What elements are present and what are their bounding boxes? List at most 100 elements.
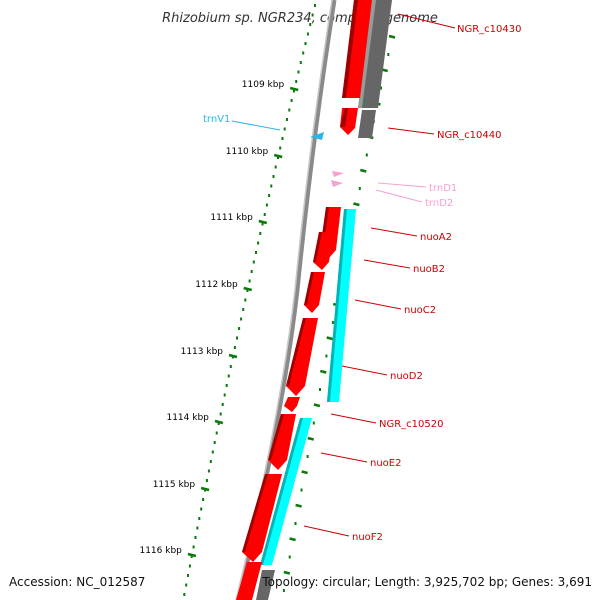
kbp-major-tick	[273, 153, 283, 159]
scale-dot	[274, 165, 277, 169]
scale-dot	[261, 222, 264, 226]
gene-NGR_c10520[interactable]	[284, 397, 300, 412]
connector-nuoA2	[370, 227, 418, 237]
connector-nuoE2	[320, 452, 368, 463]
inner-dot	[288, 555, 291, 559]
inner-dot	[294, 522, 297, 525]
inner-tick	[388, 34, 396, 39]
inner-tick	[319, 369, 327, 374]
scale-dot	[299, 61, 302, 64]
scale-dot	[188, 564, 191, 568]
label-nuoC2[interactable]: nuoC2	[404, 305, 436, 316]
label-nuoB2[interactable]: nuoB2	[413, 264, 445, 275]
kbp-label: 1112 kbp	[195, 280, 238, 290]
connector-nuoF2	[303, 525, 350, 537]
scale-dot	[295, 80, 298, 83]
scale-dot	[240, 317, 243, 321]
gene-labels: NGR_c10430 NGR_c10440 trnV1 trnD1 trnD2 …	[203, 24, 522, 543]
gene-nuoF2[interactable]	[242, 474, 282, 562]
scale-dot	[248, 279, 251, 283]
label-trnV1[interactable]: trnV1	[203, 114, 230, 125]
trnV1-arrow[interactable]	[310, 132, 324, 140]
scale-dot	[194, 536, 197, 539]
label-nuoE2[interactable]: nuoE2	[370, 458, 401, 469]
scale-dot	[213, 441, 216, 444]
scale-dot	[246, 289, 249, 292]
inner-dot	[300, 488, 303, 492]
connector-trnD1	[377, 182, 427, 188]
scale-dot	[279, 146, 282, 150]
gene-shade	[304, 272, 314, 305]
scale-dot	[219, 412, 222, 416]
scale-dot	[217, 422, 220, 425]
scale-dot	[252, 260, 255, 264]
label-nuoA2[interactable]: nuoA2	[420, 232, 452, 243]
scale-dot	[227, 374, 230, 378]
label-trnD2[interactable]: trnD2	[425, 198, 453, 209]
scale-dot	[242, 308, 245, 311]
genome-title: Rhizobium sp. NGR234, complete genome	[162, 11, 438, 26]
scale-dot	[281, 137, 284, 140]
inner-dot	[358, 187, 361, 190]
label-trnD1[interactable]: trnD1	[429, 183, 457, 194]
inner-tick	[301, 470, 308, 475]
scale-dot	[221, 403, 224, 406]
scale-dot	[290, 99, 293, 102]
inner-dot	[282, 589, 285, 592]
accession-text: Accession: NC_012587	[9, 575, 145, 589]
connector-nuoD2	[341, 365, 388, 376]
inner-tick	[295, 503, 302, 508]
kbp-major-tick	[289, 86, 299, 92]
scale-dot	[283, 127, 286, 131]
kbp-ticks: 1109 kbp 1110 kbp 1111 kbp 1112 kbp 1113 kbp…	[139, 80, 299, 558]
cyan-shade	[327, 209, 347, 402]
scale-dot	[302, 51, 305, 55]
inner-dot	[365, 153, 368, 157]
scale-dot	[244, 298, 247, 302]
gene-nuoE2[interactable]	[268, 414, 296, 470]
scale-dot	[205, 479, 208, 482]
gene-NGR_c10430[interactable]	[342, 0, 372, 98]
scale-dot	[196, 526, 199, 530]
label-NGR_c10430[interactable]: NGR_c10430	[457, 24, 522, 35]
scale-dot	[272, 175, 275, 178]
scale-dot	[236, 336, 238, 340]
gene-nuoD2[interactable]	[286, 318, 318, 396]
scale-dot	[311, 13, 314, 17]
gray-gene-block[interactable]	[358, 0, 392, 108]
kbp-major-tick	[200, 486, 210, 492]
connector-nuoC2	[354, 299, 402, 310]
scale-dot	[238, 327, 241, 330]
kbp-label: 1111 kbp	[210, 213, 253, 223]
kbp-major-tick	[187, 552, 197, 558]
scale-dot	[200, 507, 203, 511]
label-connectors	[231, 13, 456, 537]
scale-dot	[202, 498, 205, 501]
trnD1-arrow[interactable]	[332, 171, 344, 177]
gray-gene-block-2[interactable]	[358, 110, 376, 138]
gene-shade	[268, 414, 284, 460]
gene-bottom[interactable]	[236, 562, 262, 600]
scale-dot	[288, 108, 291, 112]
scale-dot	[185, 583, 188, 587]
scale-dot	[211, 450, 214, 454]
gray-gene-block-3[interactable]	[256, 570, 275, 600]
kbp-label: 1115 kbp	[153, 480, 196, 490]
inner-tick	[353, 202, 360, 207]
gene-shade	[286, 318, 306, 386]
gene-shade	[340, 108, 348, 127]
scale-dot	[215, 431, 218, 435]
scale-dot	[265, 203, 268, 207]
label-nuoF2[interactable]: nuoF2	[352, 532, 383, 543]
scale-dot	[192, 545, 195, 549]
scale-dot	[183, 593, 186, 596]
label-NGR_c10440[interactable]: NGR_c10440	[437, 130, 502, 141]
scale-dot	[250, 270, 253, 273]
trnD2-arrow[interactable]	[331, 180, 343, 187]
kbp-major-tick	[243, 286, 253, 292]
label-NGR_c10520[interactable]: NGR_c10520	[379, 419, 444, 430]
inner-dot	[387, 53, 390, 56]
label-nuoD2[interactable]: nuoD2	[390, 371, 423, 382]
kbp-label: 1110 kbp	[226, 147, 269, 157]
